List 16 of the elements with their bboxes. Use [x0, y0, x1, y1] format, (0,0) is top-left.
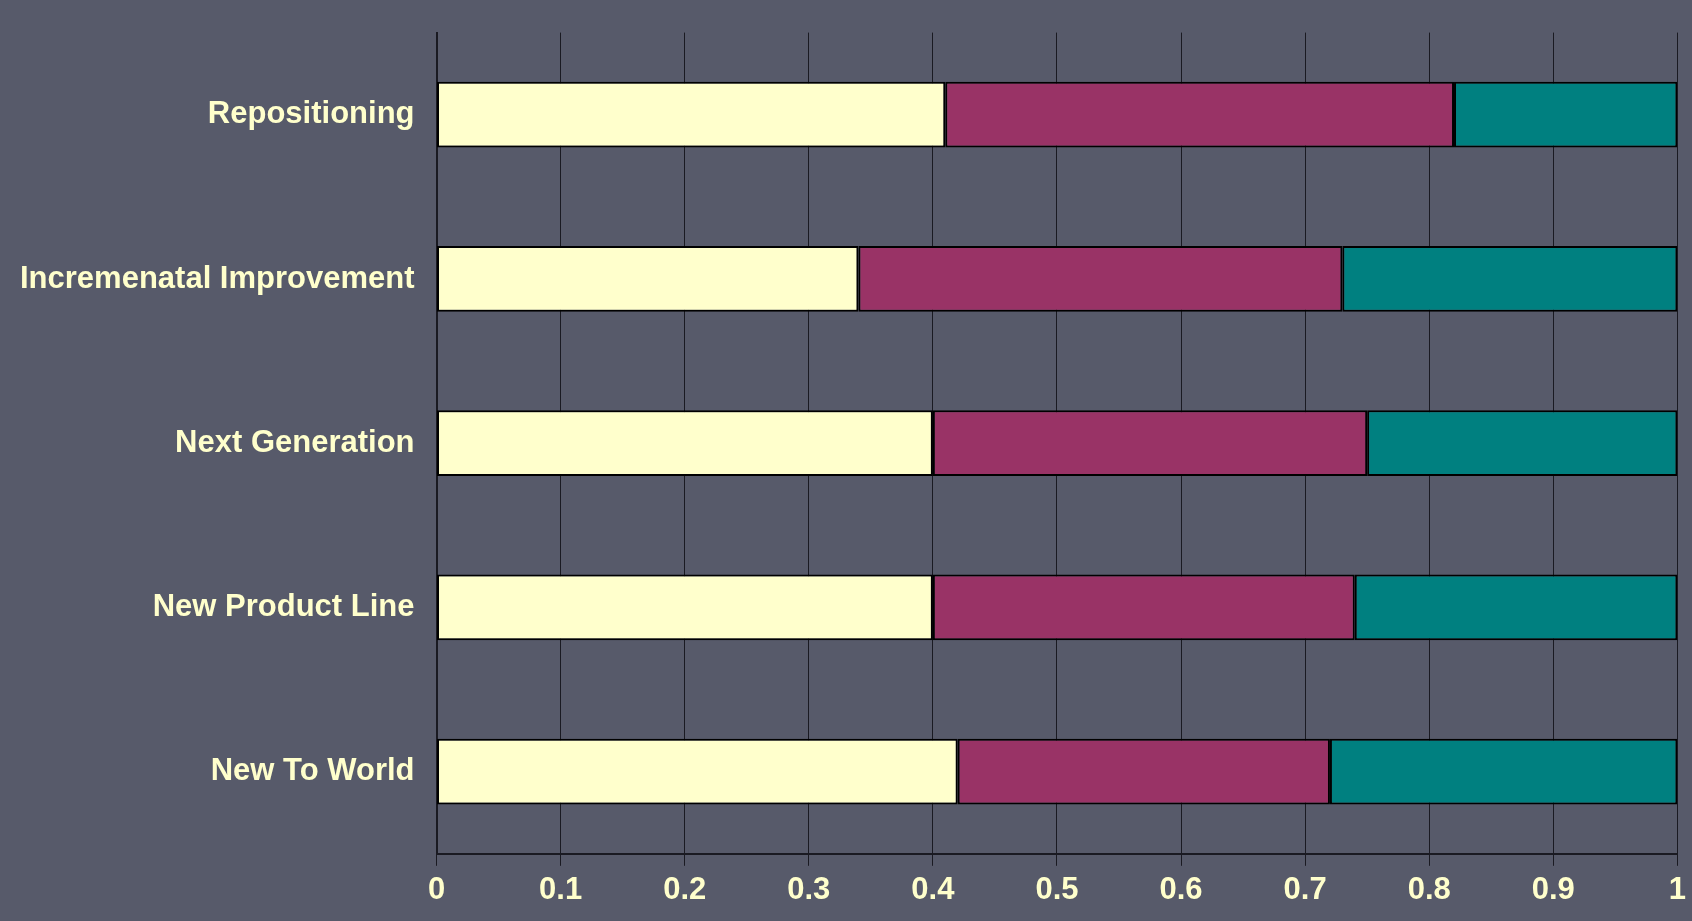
x-tick-label: 0.7	[1283, 870, 1327, 906]
x-tick-label: 0.9	[1531, 870, 1575, 906]
x-tick-label: 0	[427, 870, 446, 906]
y-tick-label: Next Generation	[175, 423, 415, 459]
x-tick-label: 0.4	[911, 870, 956, 906]
x-tick-label: 0.1	[539, 870, 583, 906]
x-tick-label: 0.5	[1035, 870, 1079, 906]
y-tick-label: New Product Line	[152, 587, 415, 623]
x-tick-label: 1	[1668, 870, 1686, 906]
y-tick-label: New To World	[210, 752, 415, 788]
x-tick-label: 0.3	[787, 870, 831, 906]
x-tick-label: 0.6	[1159, 870, 1203, 906]
x-tick-label: 0.8	[1407, 870, 1451, 906]
y-tick-label: Repositioning	[207, 95, 415, 131]
x-tick-label: 0.2	[663, 870, 707, 906]
y-tick-label: Incremenatal Improvement	[19, 259, 415, 295]
